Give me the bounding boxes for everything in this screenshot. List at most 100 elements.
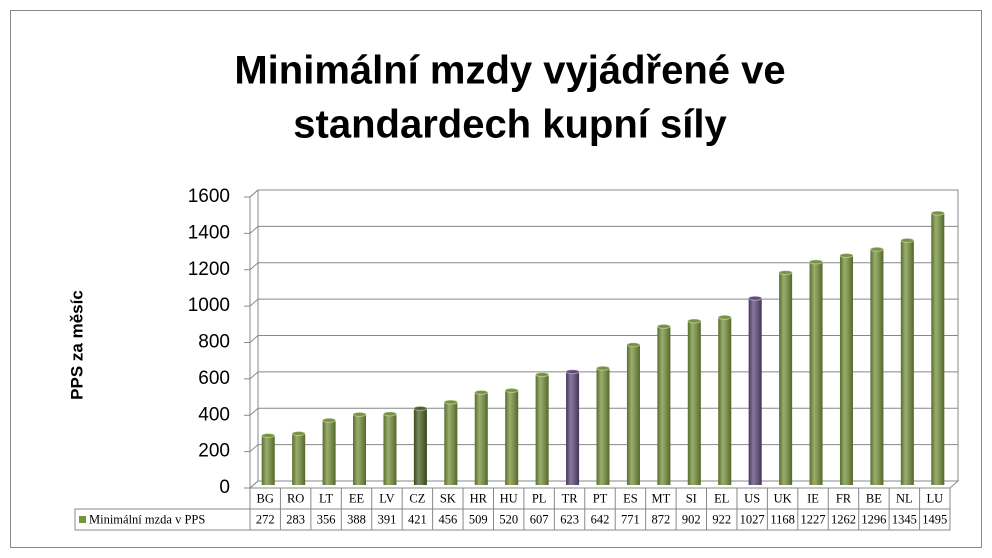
bar-shade — [444, 402, 458, 485]
bar-shade — [626, 344, 640, 485]
x-tick-label: NL — [896, 491, 913, 505]
x-tick-label: US — [744, 491, 760, 505]
grid-line — [249, 298, 958, 307]
bar-shade — [748, 298, 762, 485]
x-tick-label: ES — [623, 491, 638, 505]
bar-shade — [931, 213, 945, 486]
x-tick-label: BE — [866, 491, 882, 505]
x-tick-label: PT — [593, 491, 608, 505]
legend-label: Minimální mzda v PPS — [89, 512, 205, 526]
data-table-value: 283 — [286, 512, 305, 526]
bar-shade — [596, 368, 610, 485]
x-tick-label: LU — [926, 491, 943, 505]
bar-top — [261, 433, 276, 439]
bar-shade — [322, 420, 336, 485]
data-table-value: 1262 — [831, 512, 856, 526]
bar-top — [717, 314, 732, 320]
data-table-value: 1296 — [861, 512, 886, 526]
data-table-value: 1027 — [740, 512, 765, 526]
bar-top — [687, 318, 702, 324]
data-table-value: 872 — [651, 512, 670, 526]
x-tick-label: SK — [440, 491, 456, 505]
legend-swatch — [79, 516, 86, 523]
bar-shade — [870, 249, 884, 485]
x-tick-label: IE — [807, 491, 819, 505]
x-tick-label: LT — [319, 491, 333, 505]
x-tick-label: SI — [686, 491, 697, 505]
data-table-value: 456 — [438, 512, 457, 526]
bar-shade — [687, 320, 701, 485]
data-table-value: 1168 — [770, 512, 795, 526]
bar-shade — [657, 326, 671, 485]
bar-shade — [900, 240, 914, 485]
y-axis-label: PPS za měsíc — [67, 290, 86, 400]
bar-shade — [474, 392, 488, 485]
bar-top — [382, 411, 397, 417]
bar-top — [443, 399, 458, 405]
bar-shade — [505, 390, 519, 485]
x-tick-label: TR — [562, 491, 579, 505]
bar-top — [504, 387, 519, 393]
y-tick-label: 1200 — [188, 259, 230, 280]
bar-shade — [353, 414, 367, 485]
data-table-value: 356 — [317, 512, 336, 526]
grid-line — [249, 262, 958, 271]
x-tick-label: FR — [836, 491, 852, 505]
data-table-value: 272 — [256, 512, 275, 526]
chart-title: Minimální mzdy vyjádřené ve — [234, 49, 785, 93]
bar-shade — [809, 261, 823, 485]
data-table-value: 520 — [499, 512, 518, 526]
bar-top — [656, 323, 671, 329]
bar-top — [900, 237, 915, 243]
data-table-value: 902 — [682, 512, 701, 526]
y-tick-label: 200 — [198, 441, 230, 462]
bar-top — [352, 411, 367, 417]
data-table-value: 922 — [712, 512, 731, 526]
bar-top — [474, 389, 489, 395]
grid-line — [249, 189, 958, 198]
y-tick-label: 0 — [219, 477, 230, 498]
data-table-value: 388 — [347, 512, 366, 526]
x-tick-label: BG — [257, 491, 274, 505]
bar-shade — [718, 317, 732, 485]
bar-shade — [566, 371, 580, 485]
y-tick-label: 600 — [198, 368, 230, 389]
bar-top — [930, 210, 945, 216]
x-tick-label: LV — [379, 491, 395, 505]
bar-shade — [292, 433, 306, 485]
x-tick-label: MT — [651, 491, 670, 505]
x-tick-label: EE — [349, 491, 365, 505]
data-table-value: 607 — [530, 512, 549, 526]
bar-shade — [839, 255, 853, 485]
bar-top — [869, 246, 884, 252]
data-table-value: 421 — [408, 512, 427, 526]
data-table-value: 771 — [621, 512, 640, 526]
bar-top — [596, 365, 610, 371]
y-tick-label: 400 — [198, 404, 230, 425]
bar-top — [535, 372, 550, 378]
data-table-value: 623 — [560, 512, 579, 526]
x-tick-label: RO — [287, 491, 304, 505]
bar-top — [291, 431, 306, 437]
x-tick-label: PL — [532, 491, 547, 505]
x-tick-label: UK — [774, 491, 792, 505]
y-tick-label: 1600 — [188, 186, 230, 207]
chart-title: standardech kupní síly — [293, 103, 727, 147]
x-tick-label: HU — [500, 491, 518, 505]
x-tick-label: HR — [470, 491, 488, 505]
data-table-value: 391 — [378, 512, 397, 526]
data-table-value: 1495 — [922, 512, 947, 526]
data-table-value: 1227 — [801, 512, 826, 526]
bar-top — [778, 270, 793, 276]
bar-shade — [261, 435, 275, 485]
grid-line — [249, 225, 958, 234]
bar-top — [413, 405, 428, 411]
bar-shade — [779, 272, 793, 485]
bar-shade — [413, 408, 427, 485]
y-tick-label: 800 — [198, 332, 230, 353]
data-table-value: 509 — [469, 512, 488, 526]
x-tick-label: EL — [714, 491, 729, 505]
bar-top — [839, 252, 854, 258]
bar-top — [809, 259, 824, 265]
